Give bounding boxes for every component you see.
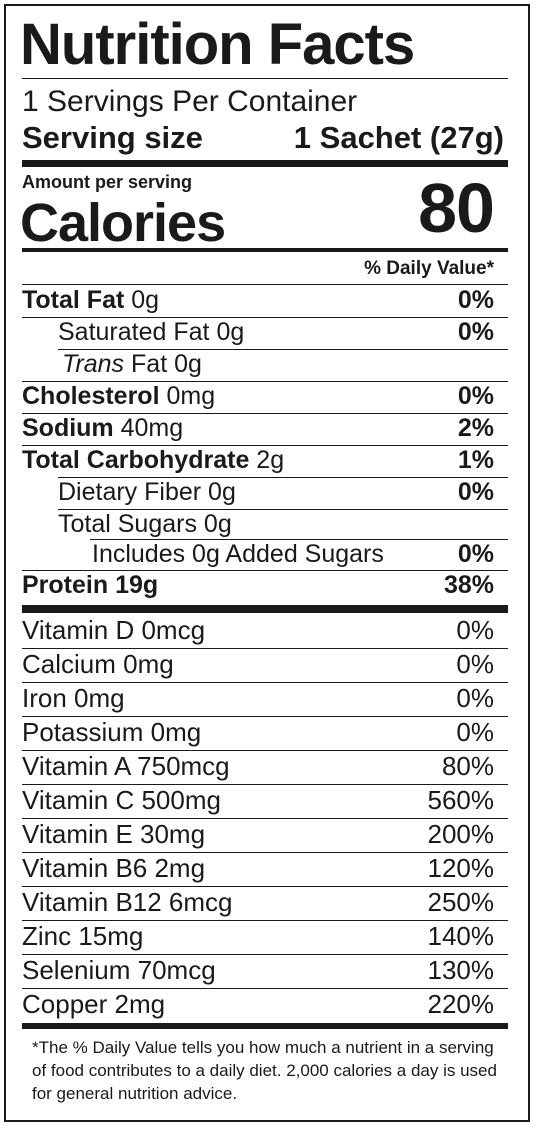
vitamin-row: Vitamin B6 2mg 120% bbox=[22, 853, 508, 884]
vitamin-daily-value: 80% bbox=[441, 751, 494, 781]
vitamin-row: Iron 0mg 0% bbox=[22, 683, 508, 714]
divider-thick bbox=[22, 1023, 508, 1029]
vitamin-daily-value: 220% bbox=[427, 989, 495, 1019]
vitamin-name: Vitamin A 750mcg bbox=[22, 751, 230, 781]
serving-size: Serving size 1 Sachet (27g) bbox=[22, 118, 504, 158]
vitamin-row: Vitamin D 0mcg 0% bbox=[22, 615, 508, 646]
vitamin-daily-value: 560% bbox=[427, 785, 495, 815]
nutrient-row-saturated-fat: Saturated Fat 0g 0% bbox=[58, 318, 494, 346]
nutrient-row-cholesterol: Cholesterol 0mg 0% bbox=[22, 382, 494, 410]
nutrient-row-dietary-fiber: Dietary Fiber 0g 0% bbox=[58, 478, 494, 506]
divider bbox=[22, 784, 508, 785]
vitamin-daily-value: 200% bbox=[427, 819, 495, 849]
divider bbox=[22, 988, 508, 989]
divider bbox=[22, 886, 508, 887]
vitamin-daily-value: 0% bbox=[456, 717, 494, 747]
nutrient-row-total-carbohydrate: Total Carbohydrate 2g 1% bbox=[22, 446, 494, 474]
divider-medium bbox=[22, 248, 508, 252]
nutrient-row-protein: Protein 19g 38% bbox=[22, 571, 494, 599]
divider bbox=[22, 78, 508, 79]
vitamin-name: Vitamin C 500mg bbox=[22, 785, 221, 815]
divider bbox=[22, 682, 508, 683]
vitamin-row: Zinc 15mg 140% bbox=[22, 921, 508, 952]
nutrient-row-trans-fat: Trans Fat 0g bbox=[62, 350, 202, 378]
vitamin-daily-value: 140% bbox=[427, 921, 495, 951]
nutrient-row-added-sugars: Includes 0g Added Sugars 0% bbox=[92, 540, 494, 568]
vitamin-name: Copper 2mg bbox=[22, 989, 166, 1019]
calories-value: 80 bbox=[418, 169, 495, 247]
nutrient-row-sodium: Sodium 40mg 2% bbox=[22, 414, 494, 442]
vitamin-row: Calcium 0mg 0% bbox=[22, 649, 508, 680]
vitamin-daily-value: 0% bbox=[456, 649, 494, 679]
vitamin-name: Vitamin B6 2mg bbox=[22, 853, 206, 883]
vitamin-name: Potassium 0mg bbox=[22, 717, 202, 747]
footnote: *The % Daily Value tells you how much a … bbox=[32, 1038, 497, 1103]
divider-thick bbox=[22, 605, 508, 613]
nutrient-row-total-fat: Total Fat 0g 0% bbox=[22, 286, 494, 314]
vitamin-row: Vitamin E 30mg 200% bbox=[22, 819, 508, 850]
vitamin-row: Vitamin A 750mcg 80% bbox=[22, 751, 508, 782]
vitamin-row: Copper 2mg 220% bbox=[22, 989, 508, 1020]
vitamin-name: Iron 0mg bbox=[22, 683, 125, 713]
label-title: Nutrition Facts bbox=[20, 12, 415, 77]
divider bbox=[22, 852, 508, 853]
vitamin-daily-value: 0% bbox=[456, 615, 494, 645]
vitamin-name: Vitamin D 0mcg bbox=[22, 615, 206, 645]
divider-thick bbox=[22, 160, 508, 167]
nutrient-row-total-sugars: Total Sugars 0g bbox=[58, 510, 232, 538]
vitamin-name: Vitamin E 30mg bbox=[22, 819, 206, 849]
divider bbox=[22, 284, 508, 285]
serving-size-value: 1 Sachet (27g) bbox=[293, 120, 504, 155]
vitamin-row: Potassium 0mg 0% bbox=[22, 717, 508, 748]
divider bbox=[22, 920, 508, 921]
daily-value-header: % Daily Value* bbox=[364, 258, 494, 279]
vitamin-row: Vitamin C 500mg 560% bbox=[22, 785, 508, 816]
divider bbox=[22, 818, 508, 819]
nutrition-label: Nutrition Facts 1 Servings Per Container… bbox=[4, 4, 530, 1122]
vitamin-name: Zinc 15mg bbox=[22, 921, 144, 951]
vitamin-name: Vitamin B12 6mcg bbox=[22, 887, 233, 917]
amount-per-serving: Amount per serving bbox=[22, 172, 193, 192]
vitamin-name: Selenium 70mcg bbox=[22, 955, 216, 985]
vitamin-daily-value: 130% bbox=[427, 955, 495, 985]
vitamin-name: Calcium 0mg bbox=[22, 649, 174, 679]
divider bbox=[22, 750, 508, 751]
divider bbox=[22, 648, 508, 649]
vitamin-daily-value: 120% bbox=[427, 853, 495, 883]
servings-per-container: 1 Servings Per Container bbox=[22, 85, 358, 118]
serving-size-label: Serving size bbox=[22, 120, 203, 155]
calories-label: Calories bbox=[20, 193, 226, 253]
vitamin-daily-value: 250% bbox=[427, 887, 495, 917]
vitamin-row: Vitamin B12 6mcg 250% bbox=[22, 887, 508, 918]
vitamin-row: Selenium 70mcg 130% bbox=[22, 955, 508, 986]
vitamin-daily-value: 0% bbox=[456, 683, 494, 713]
divider bbox=[22, 954, 508, 955]
divider bbox=[22, 716, 508, 717]
